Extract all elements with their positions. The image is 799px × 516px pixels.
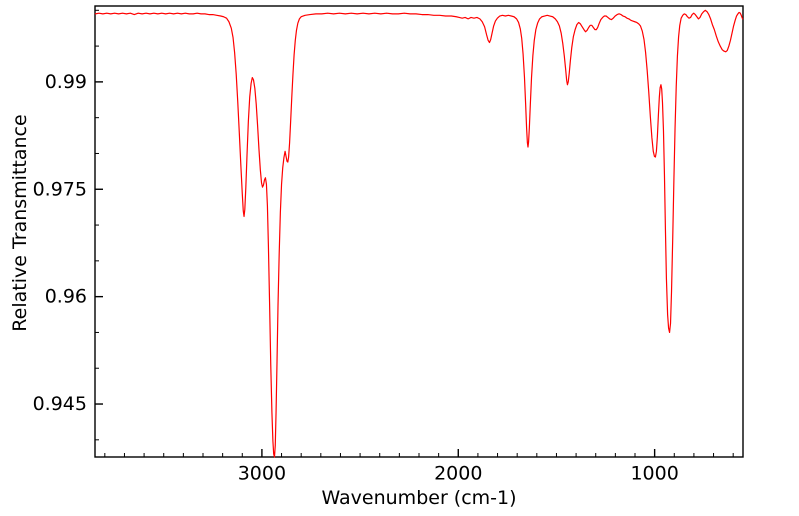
x-axis-title: Wavenumber (cm-1)	[321, 487, 517, 509]
y-axis-title: Relative Transmittance	[9, 114, 31, 332]
x-tick-label: 2000	[434, 463, 482, 485]
y-tick-label: 0.99	[45, 71, 87, 93]
y-tick-label: 0.945	[33, 393, 87, 415]
x-tick-label: 3000	[238, 463, 286, 485]
y-tick-label: 0.96	[45, 286, 87, 308]
plot-frame	[94, 5, 744, 458]
y-tick-label: 0.975	[33, 178, 87, 200]
spectrum-line	[94, 9, 744, 458]
x-tick-label: 1000	[630, 463, 678, 485]
